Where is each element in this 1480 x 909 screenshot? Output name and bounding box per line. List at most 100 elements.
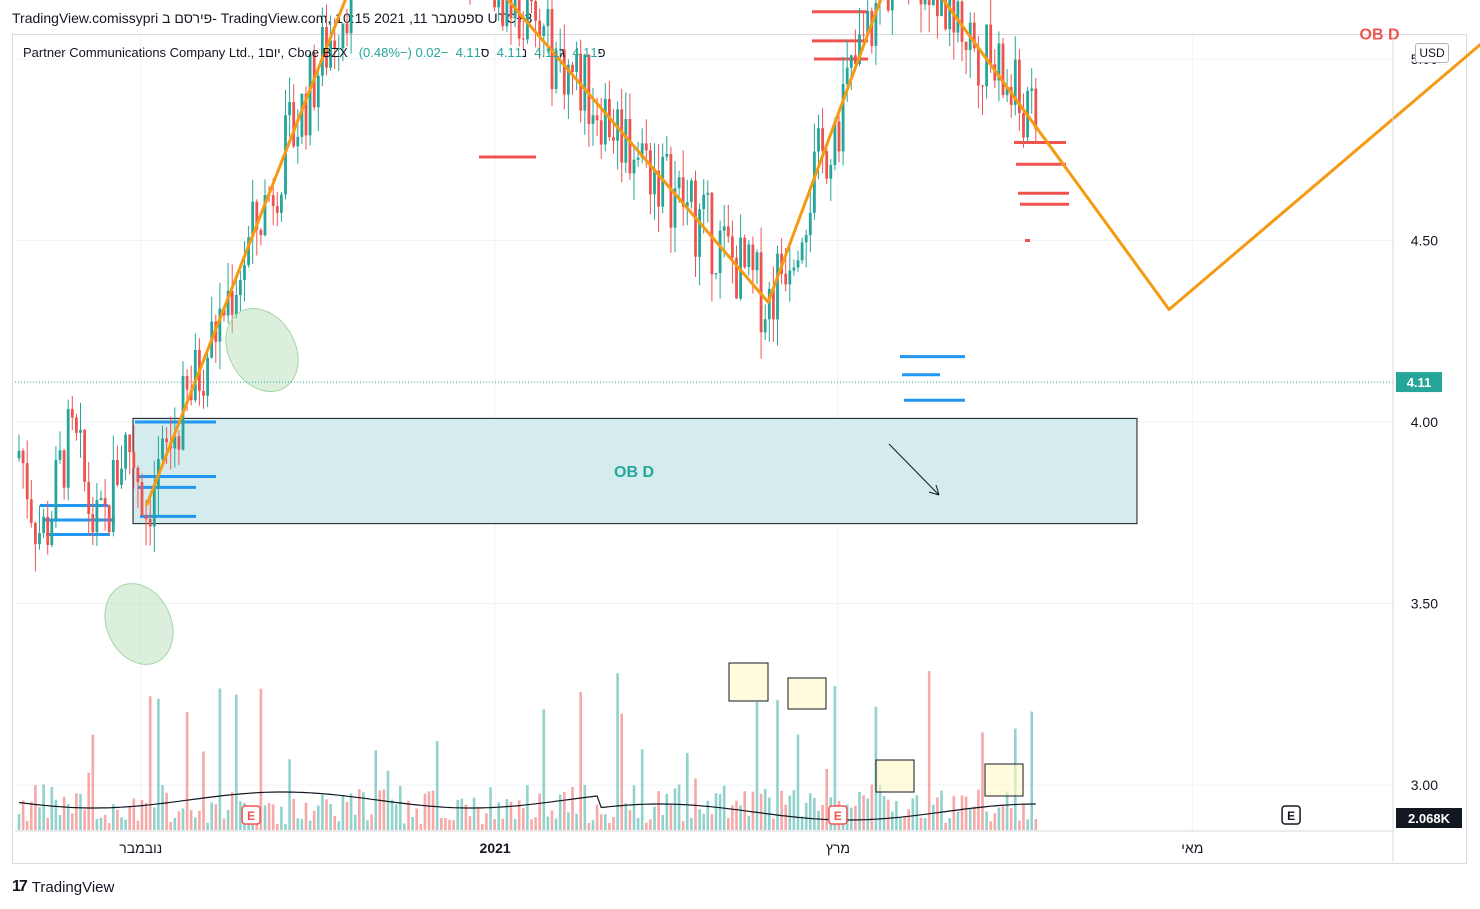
volume-bar bbox=[862, 795, 865, 830]
candle-body bbox=[46, 516, 50, 545]
volume-bar bbox=[878, 784, 882, 830]
last-price-tag: 4.11 bbox=[1407, 375, 1432, 390]
volume-bar bbox=[263, 805, 267, 830]
symbol-name: Partner Communications Company Ltd., יום… bbox=[23, 45, 348, 60]
candle-body bbox=[58, 450, 62, 460]
open-value: 4.11 bbox=[572, 45, 598, 60]
candle-body bbox=[583, 54, 587, 111]
price-tick-label: 3.50 bbox=[1411, 596, 1438, 612]
volume-bar bbox=[509, 801, 513, 830]
volume-bar bbox=[645, 822, 648, 830]
candle-body bbox=[977, 48, 980, 86]
candle-body bbox=[644, 143, 648, 151]
time-tick-label: מרץ bbox=[826, 840, 850, 856]
candle-body bbox=[1009, 87, 1013, 105]
volume-bar bbox=[964, 796, 968, 830]
volume-bar bbox=[505, 799, 509, 830]
candle-body bbox=[296, 136, 300, 147]
volume-bar bbox=[222, 818, 226, 830]
volume-bar bbox=[481, 823, 484, 830]
candle-body bbox=[349, 0, 353, 34]
volume-bar bbox=[526, 785, 529, 830]
candle-body bbox=[821, 128, 824, 152]
candle-body bbox=[300, 93, 304, 137]
volume-bar bbox=[612, 816, 615, 830]
volume-bar bbox=[919, 817, 923, 830]
candle-body bbox=[837, 121, 841, 152]
candle-body bbox=[505, 0, 509, 27]
volume-bar bbox=[932, 804, 935, 830]
volume-bar bbox=[804, 802, 808, 830]
volume-bar bbox=[788, 795, 792, 830]
volume-bar bbox=[476, 808, 480, 830]
volume-bar bbox=[345, 802, 349, 830]
candle-body bbox=[107, 505, 111, 533]
volume-bar bbox=[817, 810, 820, 830]
volume-bar bbox=[267, 803, 271, 830]
volume-bar bbox=[358, 789, 361, 830]
candle-body bbox=[927, 0, 931, 6]
volume-bar bbox=[550, 810, 554, 830]
volume-bar bbox=[390, 799, 394, 830]
volume-bar bbox=[173, 817, 177, 830]
volume-bar bbox=[591, 820, 595, 830]
volume-bar bbox=[79, 794, 82, 830]
candle-body bbox=[845, 67, 849, 84]
volume-bar bbox=[411, 816, 414, 830]
volume-bar bbox=[776, 699, 779, 830]
volume-bar bbox=[530, 819, 533, 830]
grid-lines bbox=[15, 36, 1393, 830]
candle-body bbox=[825, 151, 829, 179]
candle-body bbox=[103, 498, 107, 506]
volume-bar bbox=[907, 809, 910, 830]
highlight-ellipse-low bbox=[104, 583, 174, 665]
candle-body bbox=[136, 467, 140, 483]
volume-bar bbox=[271, 804, 275, 830]
volume-bar bbox=[985, 811, 988, 830]
volume-bar bbox=[448, 819, 451, 830]
candle-body bbox=[202, 390, 205, 396]
axis-tags: 4.11 2.068K bbox=[1396, 372, 1462, 828]
volume-bar bbox=[1009, 808, 1013, 830]
volume-bar bbox=[563, 792, 566, 830]
volume-bar bbox=[604, 814, 607, 830]
candle-body bbox=[763, 319, 767, 333]
volume-bar bbox=[128, 805, 131, 830]
candle-body bbox=[542, 26, 546, 36]
volume-bar bbox=[17, 814, 21, 830]
volume-bar bbox=[927, 671, 931, 830]
close-label: ס bbox=[480, 45, 490, 60]
volume-bar bbox=[891, 811, 894, 830]
volume-bar bbox=[415, 808, 418, 830]
volume-bar bbox=[62, 796, 66, 830]
candle-body bbox=[271, 195, 275, 207]
volume-bar bbox=[87, 772, 90, 830]
arrow-line bbox=[888, 443, 940, 496]
currency-button[interactable]: USD bbox=[1415, 43, 1449, 63]
tradingview-logo[interactable]: 17 TradingView bbox=[12, 878, 114, 896]
candle-body bbox=[567, 64, 570, 95]
volume-bar bbox=[522, 807, 525, 830]
volume-bar bbox=[42, 784, 45, 830]
volume-bar bbox=[677, 784, 681, 830]
volume-bar bbox=[850, 807, 853, 830]
volume-bar bbox=[1034, 819, 1038, 830]
candle-body bbox=[341, 23, 345, 49]
candle-body bbox=[304, 93, 308, 136]
tv-logo-icon: 17 bbox=[12, 878, 28, 895]
volume-bar bbox=[825, 768, 828, 830]
volume-bar bbox=[460, 798, 464, 830]
candle-body bbox=[944, 0, 947, 30]
volume-bar bbox=[399, 786, 402, 830]
candle-body bbox=[862, 34, 865, 36]
candle-body bbox=[75, 417, 78, 433]
volume-bar bbox=[1005, 791, 1009, 830]
candle-body bbox=[99, 498, 103, 501]
volume-bar bbox=[456, 799, 459, 830]
candle-body bbox=[1022, 113, 1025, 138]
candle-body bbox=[42, 516, 45, 534]
candle-body bbox=[62, 450, 66, 488]
volume-bar bbox=[284, 823, 287, 830]
volume-bar bbox=[280, 806, 283, 830]
